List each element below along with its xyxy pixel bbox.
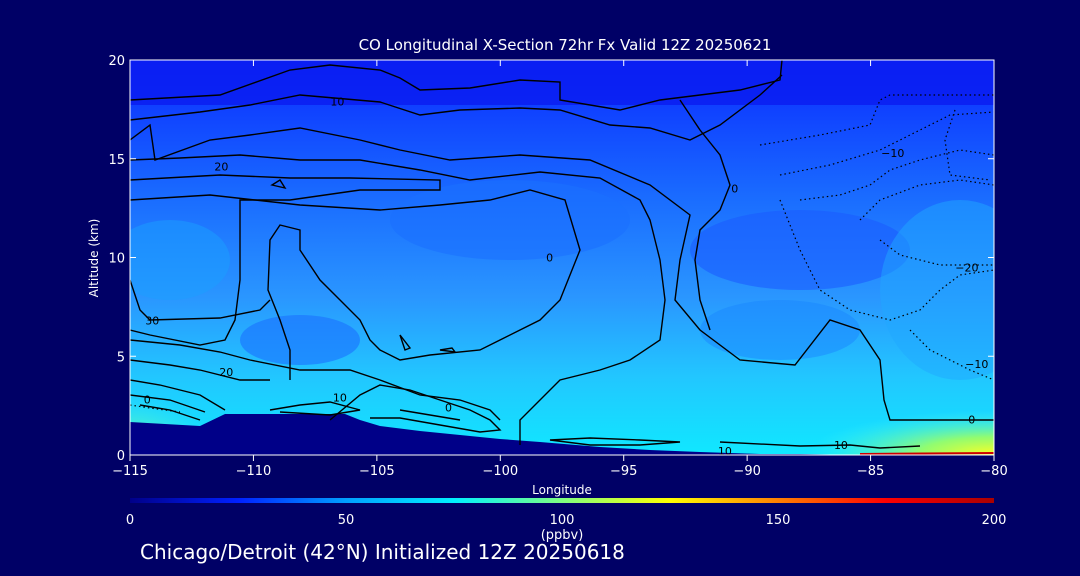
colorbar-tick-label: 100 (550, 513, 575, 528)
field-patch (240, 315, 360, 365)
colorbar-tick-label: 0 (126, 513, 134, 528)
y-tick-label: 15 (108, 153, 125, 168)
colorbar-ramp (130, 498, 994, 503)
contour-label: −20 (955, 261, 978, 274)
x-tick-label: −90 (733, 464, 760, 479)
x-tick-label: −110 (236, 464, 272, 479)
contour-label: 0 (968, 413, 975, 426)
field-patch (390, 180, 630, 260)
y-tick-label: 5 (117, 350, 125, 365)
contours-dashed (130, 94, 994, 413)
contour-label: 10 (330, 95, 344, 108)
x-tick-label: −80 (980, 464, 1007, 479)
colorbar-tick-label: 50 (338, 513, 355, 528)
contour-labels: 10 20 30 20 0 10 0 0 0 −10 −20 −10 0 10 10 (144, 95, 989, 458)
plot-area: 10 20 30 20 0 10 0 0 0 −10 −20 −10 0 10 10 (130, 60, 994, 458)
x-tick-label: −105 (359, 464, 395, 479)
x-axis-label: Longitude (532, 483, 592, 497)
y-axis-label: Altitude (km) (87, 219, 101, 298)
x-axis: −115 −110 −105 −100 −95 −90 −85 −80 (112, 60, 1008, 479)
contours-solid (130, 60, 994, 449)
contour-label: 0 (731, 182, 738, 195)
contour-label: −10 (881, 147, 904, 160)
x-tick-label: −115 (112, 464, 148, 479)
y-tick-label: 10 (108, 252, 125, 267)
field-patch (880, 200, 994, 380)
upper-band (130, 60, 994, 105)
terrain (130, 414, 994, 455)
x-tick-label: −85 (857, 464, 884, 479)
colorbar-tick-label: 200 (982, 513, 1007, 528)
contour-label: 0 (445, 402, 452, 415)
y-tick-label: 0 (117, 449, 125, 464)
field-patch (690, 210, 910, 290)
y-axis: 0 5 10 15 20 (108, 54, 994, 464)
x-tick-label: −100 (482, 464, 518, 479)
contour-label: 10 (718, 445, 732, 458)
contour-label: 20 (219, 366, 233, 379)
colorbar: 0 50 100 150 200 (ppbv) (126, 498, 1007, 543)
field-patch (130, 220, 230, 300)
contour-label: −10 (965, 358, 988, 371)
colorbar-tick-label: 150 (766, 513, 791, 528)
colorbar-ticks: 0 50 100 150 200 (126, 513, 1007, 528)
chart-title: CO Longitudinal X-Section 72hr Fx Valid … (359, 36, 772, 54)
subtitle: Chicago/Detroit (42°N) Initialized 12Z 2… (140, 540, 625, 564)
field-patch (700, 300, 860, 360)
contour-label: 10 (834, 439, 848, 452)
contour-label: 20 (214, 161, 228, 174)
contour-label: 0 (144, 394, 151, 407)
x-tick-label: −95 (610, 464, 637, 479)
contour-label: 30 (145, 315, 159, 328)
y-tick-label: 20 (108, 54, 125, 69)
surface-line (859, 452, 994, 455)
contour-label: 10 (333, 392, 347, 405)
contour-label: 0 (546, 252, 553, 265)
colorbar-unit: (ppbv) (541, 528, 584, 543)
